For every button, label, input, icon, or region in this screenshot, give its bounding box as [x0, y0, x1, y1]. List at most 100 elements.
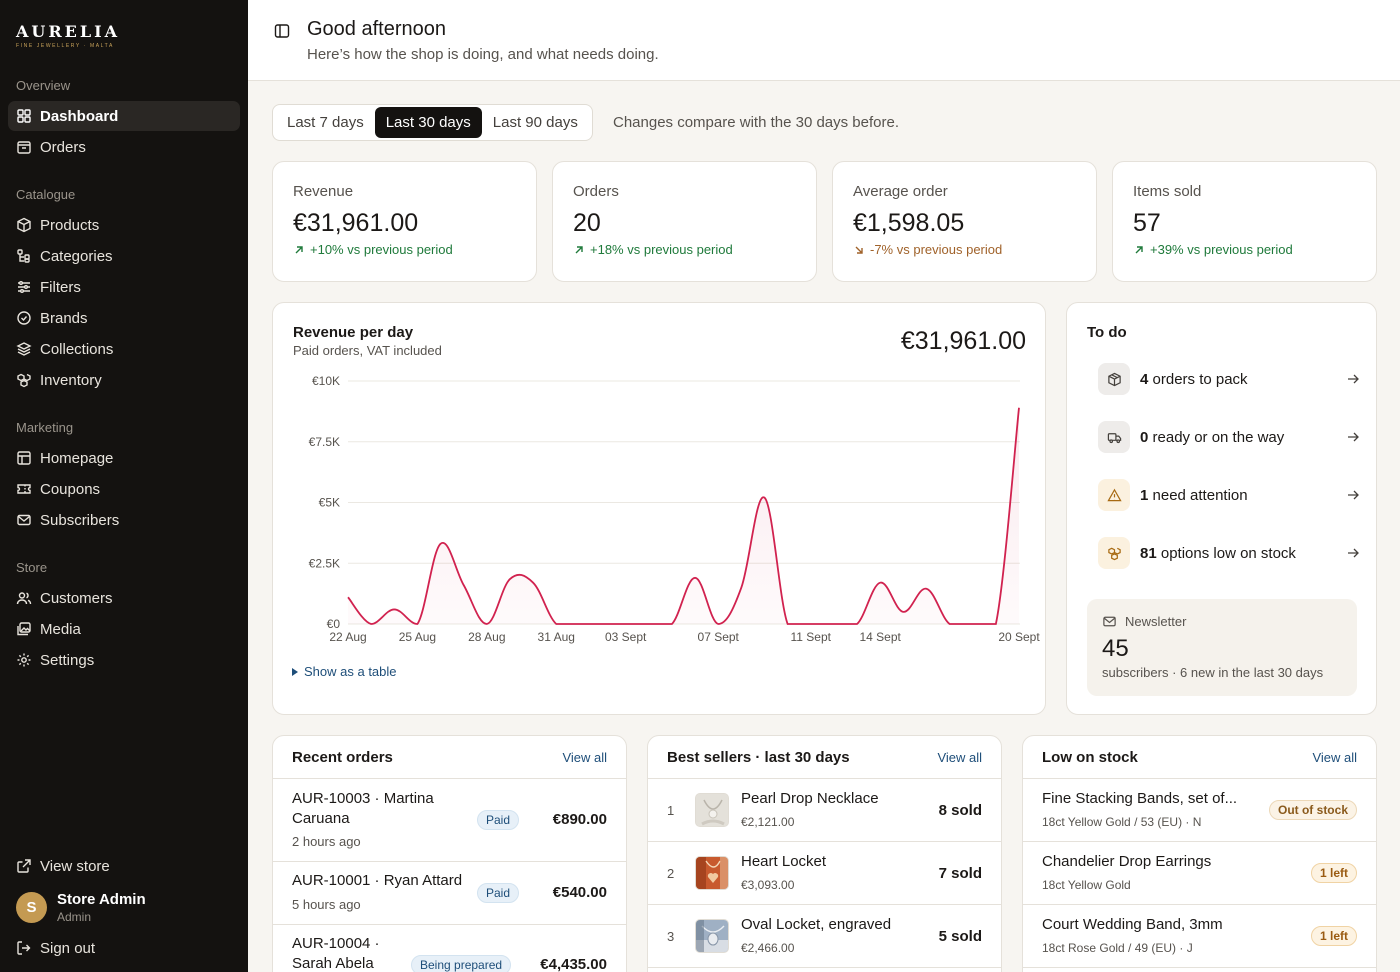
badge-check-icon: [17, 311, 31, 325]
sidebar-item-coupons[interactable]: Coupons: [8, 474, 240, 504]
todo-icon-bg: [1098, 363, 1130, 395]
stat-card-items-sold: Items sold 57 +39% vs previous period: [1112, 161, 1377, 282]
todo-count: 4: [1140, 370, 1149, 388]
tab-last-90-days[interactable]: Last 90 days: [492, 114, 578, 131]
view-all-low-stock-link[interactable]: View all: [1312, 750, 1357, 765]
sidebar-item-filters[interactable]: Filters: [8, 272, 240, 302]
best-sellers-card: Best sellers · last 30 days View all 1 P…: [647, 735, 1002, 972]
nav-group-marketing: Marketing: [16, 420, 74, 435]
order-amount: €540.00: [552, 884, 607, 901]
sign-out-label: Sign out: [40, 939, 96, 957]
sidebar-item-media[interactable]: Media: [8, 614, 240, 644]
table-row[interactable]: AUR-10004 · Sarah Abela Being prepared €…: [273, 925, 626, 972]
newsletter-panel[interactable]: Newsletter 45 subscribers · 6 new in the…: [1087, 599, 1357, 696]
sign-out-button[interactable]: Sign out: [8, 933, 240, 963]
stock-product-name: Court Wedding Band, 3mm: [1042, 916, 1223, 933]
todo-count: 1: [1140, 486, 1149, 504]
todo-icon-bg: [1098, 479, 1130, 511]
arrow-down-right-icon: [855, 246, 863, 254]
list-item[interactable]: 2 Heart Locket €3,093.00 7 sold: [648, 842, 1001, 905]
stat-delta: +39% vs previous period: [1133, 242, 1293, 257]
todo-item-ready-on-way[interactable]: 0 ready or on the way: [1098, 421, 1359, 453]
sliders-icon: [18, 281, 30, 293]
sidebar-item-label: Products: [40, 216, 100, 234]
list-item[interactable]: Court Wedding Band, 3mm 18ct Rose Gold /…: [1023, 905, 1376, 968]
sidebar-item-label: Customers: [40, 589, 113, 607]
stock-variant: 18ct Yellow Gold: [1042, 878, 1131, 892]
todo-icon-bg: [1098, 421, 1130, 453]
list-item[interactable]: 3 Oval Locket, engraved €2,466.00 5 sold: [648, 905, 1001, 968]
card-header: Recent orders View all: [273, 736, 626, 779]
stat-card-orders: Orders 20 +18% vs previous period: [552, 161, 817, 282]
tab-last-30-days[interactable]: Last 30 days: [374, 107, 482, 138]
sidebar-item-label: Collections: [40, 340, 114, 358]
view-all-orders-link[interactable]: View all: [562, 750, 607, 765]
view-store-link[interactable]: View store: [8, 851, 240, 881]
sidebar-item-brands[interactable]: Brands: [8, 303, 240, 333]
users-icon: [16, 592, 32, 605]
sidebar-item-subscribers[interactable]: Subscribers: [8, 505, 240, 535]
sidebar-item-settings[interactable]: Settings: [8, 645, 240, 675]
sidebar-item-homepage[interactable]: Homepage: [8, 443, 240, 473]
sidebar-item-orders[interactable]: Orders: [8, 132, 240, 162]
stat-value: €31,961.00: [293, 209, 419, 237]
sidebar-item-dashboard[interactable]: Dashboard: [8, 101, 240, 131]
stat-card-average-order: Average order €1,598.05 -7% vs previous …: [832, 161, 1097, 282]
stat-label: Average order: [853, 183, 948, 200]
avatar: S: [16, 892, 47, 923]
user-role: Admin: [57, 910, 92, 924]
todo-text: 4 orders to pack: [1140, 371, 1248, 388]
todo-item-orders-to-pack[interactable]: 4 orders to pack: [1098, 363, 1359, 395]
rank-number: 1: [667, 803, 675, 818]
view-all-best-sellers-link[interactable]: View all: [937, 750, 982, 765]
y-tick-label: €0: [327, 617, 341, 631]
y-tick-label: €2.5K: [309, 556, 340, 570]
todo-label: ready or on the way: [1152, 428, 1285, 446]
x-tick-label: 07 Sept: [698, 630, 740, 644]
sidebar-toggle-icon[interactable]: [274, 23, 290, 39]
x-tick-label: 22 Aug: [329, 630, 366, 644]
todo-text: 81 options low on stock: [1140, 545, 1296, 562]
arrow-right-icon: [1348, 490, 1359, 500]
todo-item-need-attention[interactable]: 1 need attention: [1098, 479, 1359, 511]
x-tick-label: 31 Aug: [538, 630, 575, 644]
revenue-line: [347, 407, 1020, 625]
sidebar-item-inventory[interactable]: Inventory: [8, 365, 240, 395]
list-item[interactable]: Fine Stacking Bands, set of... 18ct Yell…: [1023, 779, 1376, 842]
todo-item-low-stock[interactable]: 81 options low on stock: [1098, 537, 1359, 569]
list-item[interactable]: Chandelier Drop Earrings 18ct Yellow Gol…: [1023, 842, 1376, 905]
table-row[interactable]: AUR-10001 · Ryan Attard 5 hours ago Paid…: [273, 862, 626, 925]
stat-delta-text: -7% vs previous period: [870, 242, 1003, 257]
ticket-icon: [17, 484, 31, 494]
arrow-right-icon: [1348, 432, 1359, 442]
product-thumbnail: [695, 793, 729, 827]
tab-last-7-days[interactable]: Last 7 days: [287, 114, 364, 131]
order-amount: €890.00: [552, 811, 607, 828]
brand-logo[interactable]: AURELIA FINE JEWELLERY · MALTA: [16, 22, 120, 49]
show-as-table-toggle[interactable]: Show as a table: [292, 664, 397, 679]
stat-value: €1,598.05: [853, 209, 965, 237]
boxes-icon: [17, 373, 31, 388]
order-time: 2 hours ago: [292, 834, 361, 849]
box-icon: [17, 217, 31, 233]
sold-count: 8 sold: [938, 802, 982, 819]
product-thumbnail: [695, 919, 729, 953]
todo-text: 0 ready or on the way: [1140, 429, 1284, 446]
stat-delta-text: +39% vs previous period: [1150, 242, 1293, 257]
sidebar: AURELIA FINE JEWELLERY · MALTA Overview …: [0, 0, 248, 972]
y-tick-label: €10K: [312, 374, 340, 388]
nav-group-overview: Overview: [16, 78, 71, 93]
layout-icon: [17, 451, 31, 465]
categories-icon: [17, 249, 30, 263]
list-item[interactable]: 1 Pearl Drop Necklace €2,121.00 8 sold: [648, 779, 1001, 842]
sidebar-item-products[interactable]: Products: [8, 210, 240, 240]
sidebar-item-categories[interactable]: Categories: [8, 241, 240, 271]
x-tick-label: 03 Sept: [605, 630, 647, 644]
x-tick-label: 25 Aug: [399, 630, 436, 644]
status-badge: Paid: [477, 883, 520, 903]
sidebar-item-customers[interactable]: Customers: [8, 583, 240, 613]
user-profile[interactable]: S Store Admin Admin: [16, 891, 146, 924]
sidebar-item-collections[interactable]: Collections: [8, 334, 240, 364]
package-icon: [1107, 372, 1121, 386]
table-row[interactable]: AUR-10003 · Martina Caruana 2 hours ago …: [273, 779, 626, 862]
